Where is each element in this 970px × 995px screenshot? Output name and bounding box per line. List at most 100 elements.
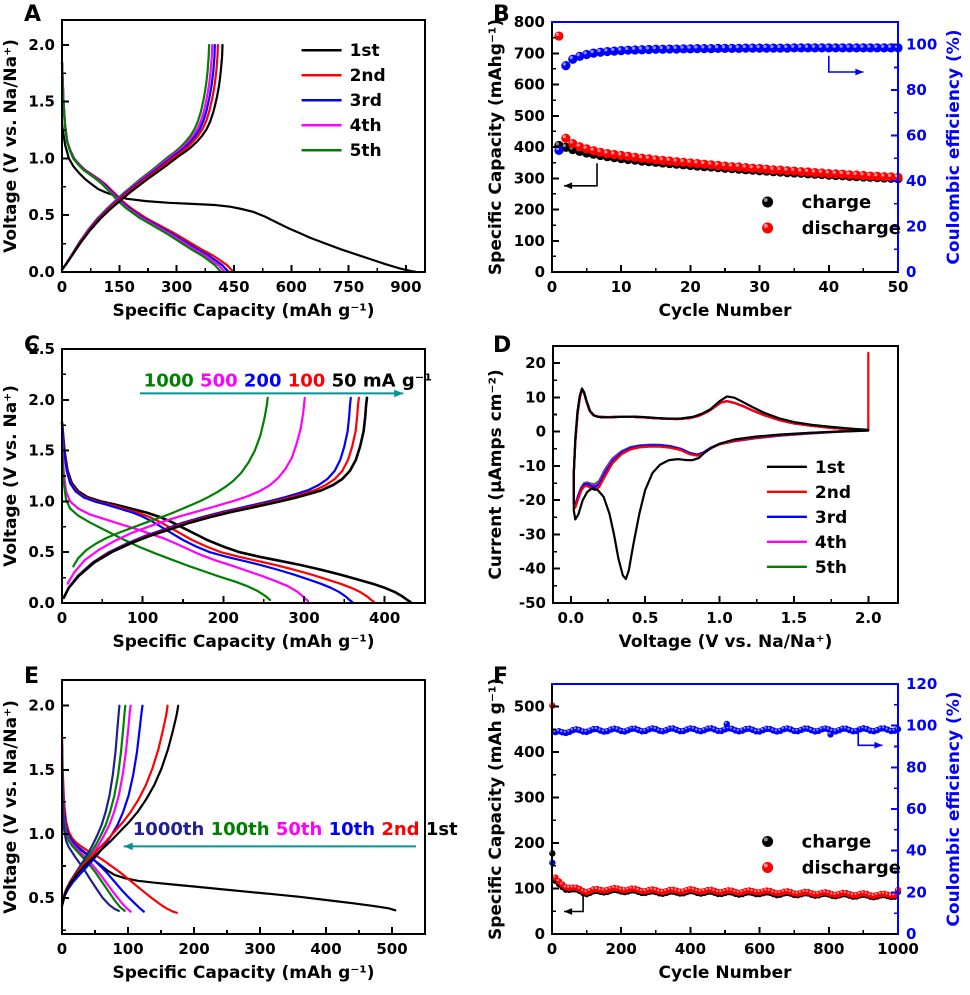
point-efficiency bbox=[824, 43, 834, 53]
tick-label: 0.5 bbox=[28, 543, 55, 561]
legend-label: 4th bbox=[815, 533, 847, 553]
tick-label: 200 bbox=[514, 201, 545, 219]
annotation-arrow bbox=[564, 163, 598, 187]
tick-label: 0.5 bbox=[632, 609, 659, 627]
point-efficiency bbox=[685, 44, 695, 54]
tick-label: 1000 bbox=[877, 940, 919, 958]
rate-annotation: 1000 500 200 100 50 mA g⁻¹ bbox=[144, 371, 432, 392]
y-axis-label: Voltage (V vs. Na/Na⁺) bbox=[1, 39, 21, 253]
tick-label: 1.0 bbox=[28, 149, 55, 167]
tick-label: 20 bbox=[680, 278, 701, 296]
y2-axis-label: Coulombic efficiency (%) bbox=[944, 691, 964, 926]
legend-label: 3rd bbox=[815, 508, 847, 528]
series-1st-discharge bbox=[60, 123, 417, 273]
panel-label-F: F bbox=[493, 664, 509, 689]
series-1000th-discharge bbox=[60, 768, 120, 912]
point-discharge bbox=[678, 157, 689, 167]
x-axis-label: Specific Capacity (mAh g⁻¹) bbox=[112, 632, 374, 652]
tick-label: 0 bbox=[57, 940, 67, 958]
point-efficiency bbox=[872, 43, 882, 53]
tick-label: 600 bbox=[276, 278, 307, 296]
point-efficiency bbox=[588, 48, 599, 58]
legend-label: 5th bbox=[815, 558, 847, 578]
legend-dot-charge bbox=[762, 836, 774, 847]
point-efficiency bbox=[616, 46, 626, 56]
point-discharge bbox=[602, 148, 612, 159]
point-discharge bbox=[685, 158, 695, 168]
point-discharge bbox=[789, 166, 799, 176]
point-efficiency bbox=[879, 43, 889, 53]
point-discharge bbox=[872, 171, 882, 181]
tick-label: 10 bbox=[611, 278, 632, 296]
tick-label: 750 bbox=[333, 278, 364, 296]
panel-C: C 0 100 200 300 400 0.0 0.5 1.0 1.5 2.0 2.5 Specifi… bbox=[0, 331, 485, 662]
tick-label: 1.5 bbox=[28, 442, 55, 460]
point-discharge bbox=[568, 138, 578, 149]
series-200-discharge bbox=[60, 421, 354, 604]
point-efficiency bbox=[692, 43, 702, 54]
legend-label: 2nd bbox=[815, 483, 851, 503]
point-discharge bbox=[879, 172, 889, 182]
point-discharge bbox=[713, 160, 723, 171]
panel-F: F 0 200 400 600 800 1000 0 100 200 300 400 500 0 20 40… bbox=[485, 662, 970, 995]
annotation-arrow bbox=[564, 895, 584, 913]
panel-label-A: A bbox=[24, 2, 42, 27]
point-discharge bbox=[768, 165, 779, 175]
point-efficiency bbox=[734, 43, 744, 53]
tick-label: 300 bbox=[244, 940, 275, 958]
tick-label: 40 bbox=[906, 172, 927, 190]
tick-label: -50 bbox=[519, 594, 546, 612]
tick-label: 0 bbox=[906, 263, 916, 281]
series-50-discharge bbox=[60, 420, 412, 604]
point-discharge bbox=[658, 155, 668, 166]
tick-label: 600 bbox=[514, 76, 545, 94]
chart-D-cyclic-voltammetry: 0.0 0.5 1.0 1.5 2.0 -50 -40 -30 -20 -10 0 10 20 Volta… bbox=[486, 345, 899, 652]
panel-B: B 0 10 20 30 40 50 0 100 200 300 400 500 600 700 800 0 2… bbox=[485, 0, 970, 331]
tick-label: 1.5 bbox=[28, 93, 55, 111]
tick-label: 1.5 bbox=[781, 609, 808, 627]
point-discharge bbox=[644, 154, 654, 164]
point-discharge bbox=[891, 892, 898, 899]
tick-label: 40 bbox=[906, 842, 927, 860]
axis-frame bbox=[552, 345, 899, 604]
axis-frame bbox=[551, 683, 899, 935]
point-discharge bbox=[623, 151, 633, 161]
point-discharge bbox=[755, 163, 765, 174]
tick-label: 0 bbox=[547, 940, 557, 958]
point-discharge bbox=[761, 164, 772, 174]
point-discharge bbox=[595, 147, 606, 157]
point-efficiency bbox=[644, 44, 654, 55]
tick-label: 0.5 bbox=[28, 889, 55, 907]
chart-F-cycling-1000: 0 200 400 600 800 100001002003004005000204060… bbox=[486, 675, 964, 983]
point-discharge bbox=[582, 144, 592, 154]
axis-frame bbox=[61, 348, 426, 604]
legend-dot-discharge bbox=[762, 222, 774, 234]
chart-A-voltage-capacity: 0 150 300 450 600 750 900 0.0 0.5 1.0 1.5 2.0 Specif… bbox=[1, 19, 426, 321]
point-discharge bbox=[838, 169, 848, 179]
point-efficiency bbox=[561, 61, 571, 71]
point-discharge bbox=[588, 146, 599, 156]
tick-label: 500 bbox=[514, 698, 545, 716]
tick-label: 100 bbox=[514, 880, 545, 898]
point-efficiency bbox=[582, 49, 592, 60]
tick-label: 200 bbox=[178, 940, 209, 958]
point-efficiency bbox=[727, 43, 737, 53]
tick-label: 1.0 bbox=[28, 825, 55, 843]
point-efficiency bbox=[748, 43, 758, 53]
tick-label: 2.0 bbox=[855, 609, 882, 627]
tick-label: 0 bbox=[547, 278, 557, 296]
series-1st-charge bbox=[60, 704, 180, 907]
chart-B-cycling-50: 0 10 20 30 40 5001002003004005006007008000204… bbox=[486, 13, 964, 321]
tick-label: 0 bbox=[535, 263, 545, 281]
axis-frame bbox=[61, 19, 426, 273]
legend: 1st 2nd 3rd 4th 5th bbox=[766, 458, 851, 578]
point-efficiency bbox=[575, 51, 585, 61]
point-efficiency bbox=[713, 43, 723, 53]
series-1000-discharge bbox=[60, 444, 272, 602]
tick-label: 2.0 bbox=[28, 36, 55, 54]
point-efficiency bbox=[671, 44, 682, 54]
point-discharge bbox=[775, 165, 785, 175]
legend-label: 1st bbox=[350, 41, 380, 61]
x-axis-label: Voltage (V vs. Na/Na⁺) bbox=[619, 632, 833, 652]
